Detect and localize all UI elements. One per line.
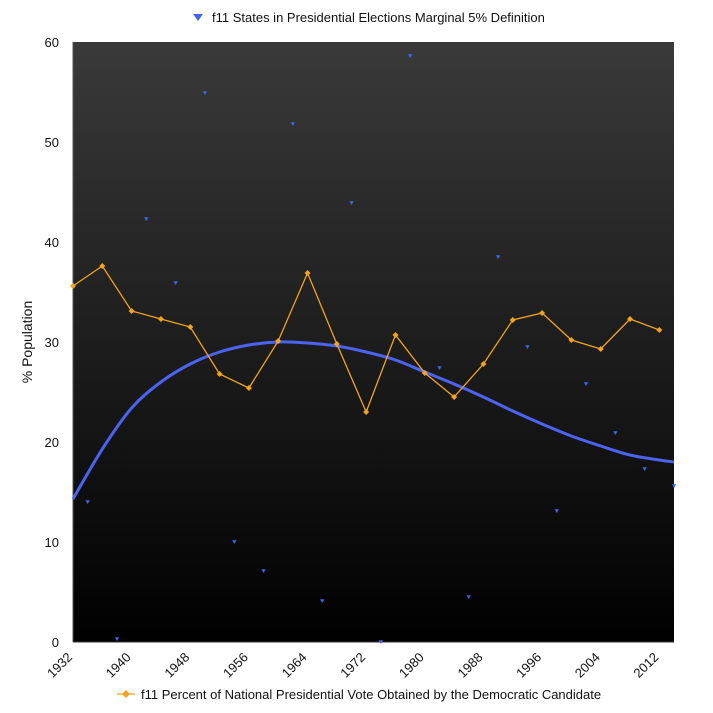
data-point-marginal-states bbox=[261, 569, 266, 573]
data-point-democratic-vote bbox=[480, 361, 487, 367]
data-point-marginal-states bbox=[290, 122, 296, 126]
data-point-democratic-vote bbox=[333, 341, 340, 347]
data-point-democratic-vote bbox=[187, 324, 194, 330]
data-point-democratic-vote bbox=[70, 283, 76, 289]
legend-bottom-label: f11 Percent of National Presidential Vot… bbox=[141, 687, 601, 702]
legend-top-label: f11 States in Presidential Elections Mar… bbox=[212, 10, 545, 25]
data-point-democratic-vote bbox=[656, 327, 663, 333]
plot-area bbox=[73, 42, 674, 642]
data-point-democratic-vote bbox=[568, 337, 575, 343]
x-tick-label: 1940 bbox=[103, 650, 134, 681]
data-point-democratic-vote bbox=[157, 316, 164, 322]
y-tick-label: 20 bbox=[45, 435, 59, 450]
x-tick-label: 1948 bbox=[161, 650, 192, 681]
data-point-democratic-vote bbox=[597, 346, 604, 352]
data-point-marginal-states bbox=[671, 484, 677, 488]
data-point-democratic-vote bbox=[421, 370, 428, 376]
data-point-democratic-vote bbox=[627, 316, 634, 322]
trend-curve bbox=[71, 340, 675, 500]
y-tick-label: 30 bbox=[45, 335, 59, 350]
data-point-marginal-states bbox=[466, 595, 471, 599]
series-layer bbox=[70, 54, 677, 644]
data-point-democratic-vote bbox=[99, 263, 106, 269]
y-tick-labels: 0 10 20 30 40 50 60 bbox=[45, 35, 59, 650]
data-point-marginal-states bbox=[642, 467, 647, 471]
data-point-democratic-vote bbox=[245, 385, 252, 391]
data-point-marginal-states bbox=[319, 599, 325, 603]
y-tick-label: 60 bbox=[45, 35, 59, 50]
y-tick-label: 10 bbox=[45, 535, 59, 550]
data-point-marginal-states bbox=[613, 431, 618, 435]
x-tick-labels: 1932 1940 1948 1956 1964 1972 1980 1988 1996 2004… bbox=[44, 650, 661, 681]
data-point-marginal-states bbox=[407, 54, 413, 58]
data-point-marginal-states bbox=[554, 509, 559, 513]
x-tick-label: 1980 bbox=[396, 650, 427, 681]
data-point-marginal-states bbox=[525, 345, 530, 349]
data-point-democratic-vote bbox=[363, 409, 370, 415]
legend-top-marker-icon bbox=[193, 14, 203, 21]
x-tick-label: 2004 bbox=[572, 650, 603, 681]
data-point-marginal-states bbox=[202, 91, 208, 95]
legend-top: f11 States in Presidential Elections Mar… bbox=[193, 10, 545, 25]
data-point-democratic-vote bbox=[451, 394, 458, 400]
data-point-democratic-vote bbox=[275, 338, 282, 344]
data-point-democratic-vote bbox=[392, 332, 399, 338]
data-point-democratic-vote bbox=[128, 308, 135, 314]
x-tick-label: 1932 bbox=[44, 650, 75, 681]
x-tick-label: 1972 bbox=[337, 650, 368, 681]
y-tick-label: 0 bbox=[52, 635, 59, 650]
data-point-marginal-states bbox=[349, 201, 354, 205]
x-tick-label: 1956 bbox=[220, 650, 251, 681]
data-point-marginal-states bbox=[583, 382, 589, 386]
data-point-democratic-vote bbox=[304, 270, 311, 276]
x-tick-label: 1964 bbox=[279, 650, 310, 681]
y-axis-label: % Population bbox=[19, 301, 35, 384]
data-point-marginal-states bbox=[495, 255, 501, 259]
data-point-democratic-vote bbox=[539, 310, 546, 316]
x-tick-label: 1988 bbox=[455, 650, 486, 681]
data-point-democratic-vote bbox=[216, 371, 223, 377]
y-tick-label: 40 bbox=[45, 235, 59, 250]
y-tick-label: 50 bbox=[45, 135, 59, 150]
data-point-marginal-states bbox=[437, 366, 442, 370]
data-point-marginal-states bbox=[378, 640, 384, 644]
data-point-marginal-states bbox=[114, 637, 120, 641]
data-point-marginal-states bbox=[85, 500, 90, 504]
legend-bottom-marker-icon bbox=[122, 690, 130, 698]
x-tick-label: 2012 bbox=[630, 650, 661, 681]
x-tick-label: 1996 bbox=[513, 650, 544, 681]
legend-bottom: f11 Percent of National Presidential Vot… bbox=[117, 687, 601, 702]
data-point-marginal-states bbox=[173, 281, 178, 285]
data-point-marginal-states bbox=[232, 540, 237, 544]
data-point-marginal-states bbox=[144, 217, 149, 221]
data-point-democratic-vote bbox=[509, 317, 516, 323]
